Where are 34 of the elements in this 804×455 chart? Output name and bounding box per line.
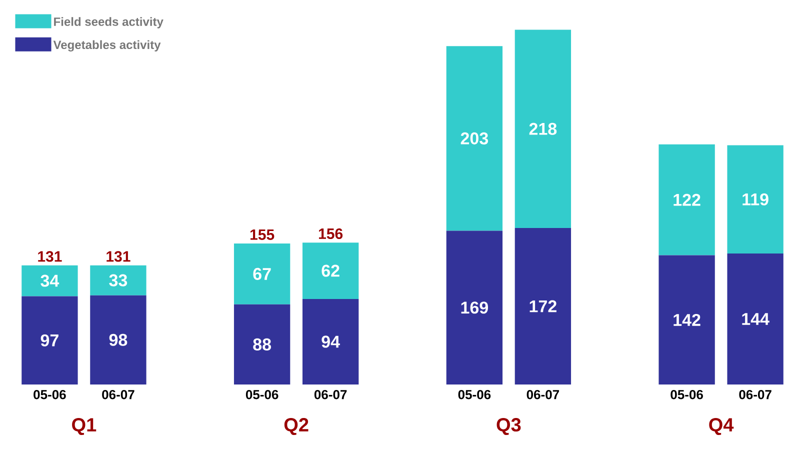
legend-label: Vegetables activity xyxy=(53,40,161,52)
data-label: 98 xyxy=(109,334,128,346)
data-label: 34 xyxy=(40,274,60,288)
data-label: 144 xyxy=(742,313,770,326)
text: Q2 xyxy=(284,418,308,436)
x-tick-label: 05-06 xyxy=(246,390,278,400)
data-label: 33 xyxy=(109,274,128,287)
data-label: 94 xyxy=(322,336,340,348)
text: Q4 xyxy=(709,418,734,436)
text: Q3 xyxy=(496,418,521,436)
x-tick-label: 06-07 xyxy=(526,390,560,400)
total-label: 131 xyxy=(106,251,130,262)
x-tick-label: 05-06 xyxy=(670,390,703,400)
total-label: 156 xyxy=(318,228,343,240)
data-label: 142 xyxy=(674,314,700,326)
data-label: 169 xyxy=(461,302,488,314)
data-label: 88 xyxy=(253,338,272,351)
x-tick-label: 06-07 xyxy=(739,390,772,400)
x-tick-label: 06-07 xyxy=(102,390,134,400)
text: Q1 xyxy=(72,418,96,436)
total-label: 155 xyxy=(250,230,274,240)
data-label: 62 xyxy=(322,264,340,278)
legend-label: Field seeds activity xyxy=(54,17,164,29)
x-tick-label: 06-07 xyxy=(314,390,347,400)
x-tick-label: 05-06 xyxy=(34,390,66,400)
data-label: 122 xyxy=(674,194,700,206)
data-label: 67 xyxy=(253,268,271,280)
total-label: 131 xyxy=(38,251,62,262)
data-label: 218 xyxy=(529,123,557,136)
data-label: 172 xyxy=(530,300,556,312)
data-label: 203 xyxy=(460,132,488,145)
data-label: 97 xyxy=(40,334,58,347)
x-tick-label: 05-06 xyxy=(458,390,491,400)
data-label: 119 xyxy=(742,194,768,206)
